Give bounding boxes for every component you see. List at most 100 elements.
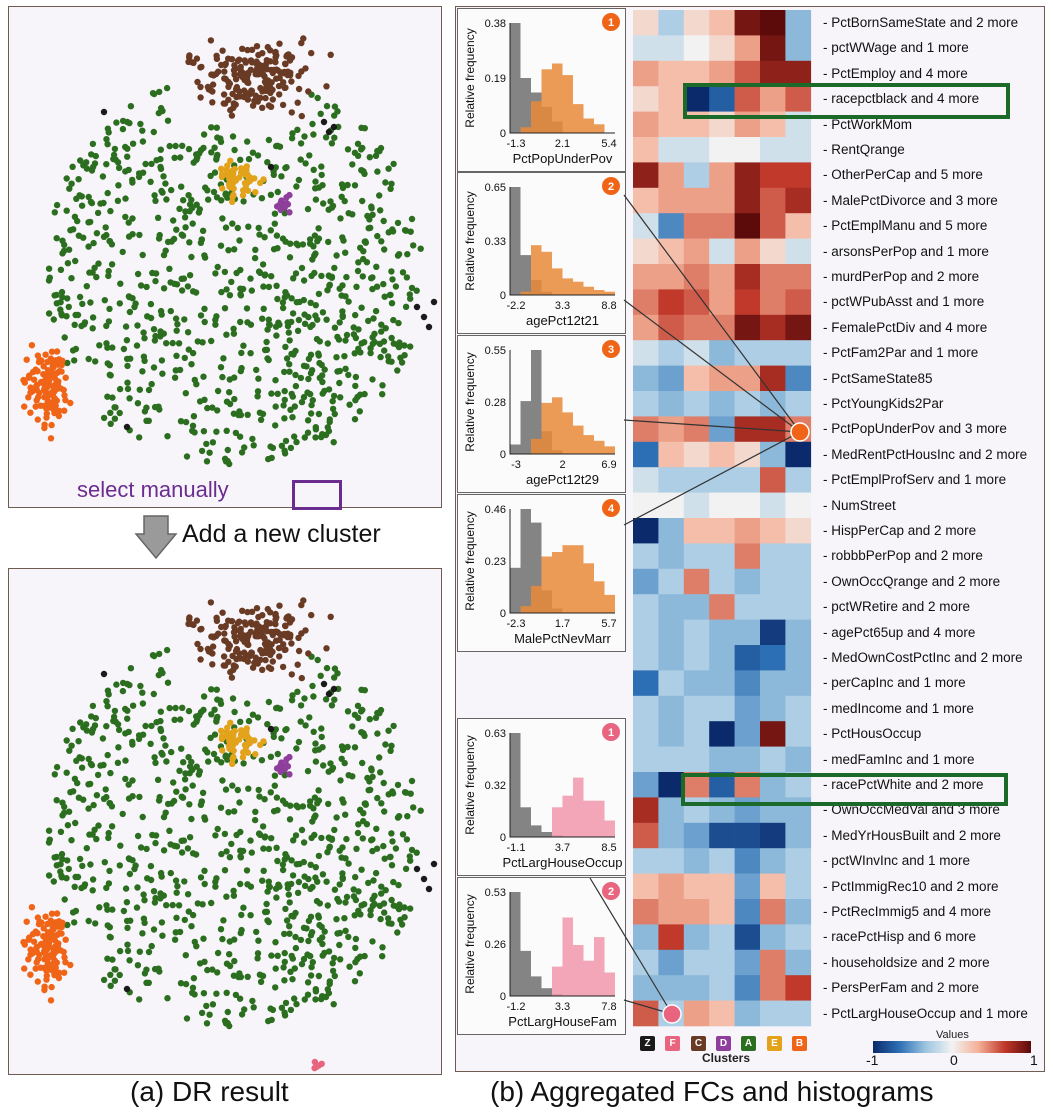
heatmap-cell[interactable]: [658, 899, 685, 925]
heatmap-cell[interactable]: [658, 873, 685, 900]
heatmap-cell[interactable]: [633, 746, 659, 773]
heatmap-cell[interactable]: [633, 543, 659, 570]
heatmap-cell[interactable]: [658, 721, 685, 747]
heatmap-cell[interactable]: [785, 137, 812, 163]
heatmap-row-label[interactable]: PctWorkMom: [823, 115, 912, 134]
heatmap-cell[interactable]: [633, 10, 659, 36]
heatmap-cell[interactable]: [734, 721, 761, 747]
heatmap-cell[interactable]: [760, 594, 786, 620]
heatmap-cell[interactable]: [658, 137, 685, 163]
heatmap-cell[interactable]: [709, 721, 735, 747]
heatmap-cell[interactable]: [633, 187, 659, 214]
heatmap-cell[interactable]: [760, 467, 786, 493]
heatmap-cell[interactable]: [658, 213, 685, 239]
heatmap-cell[interactable]: [633, 314, 659, 341]
histogram-agePct12t29[interactable]: 0.55 0.28 0 -3 2 6.9 agePct12t29 Relative frequ…: [457, 335, 626, 493]
heatmap-cell[interactable]: [683, 619, 710, 646]
heatmap-cell[interactable]: [785, 314, 812, 341]
heatmap-cell[interactable]: [683, 670, 710, 697]
heatmap-cell[interactable]: [760, 797, 786, 824]
heatmap-cell[interactable]: [785, 416, 812, 443]
heatmap-cell[interactable]: [709, 619, 735, 646]
heatmap-cell[interactable]: [658, 314, 685, 341]
heatmap-cell[interactable]: [709, 670, 735, 697]
heatmap-cell[interactable]: [633, 264, 659, 290]
heatmap-cell[interactable]: [683, 391, 710, 417]
heatmap-cell[interactable]: [709, 594, 735, 620]
heatmap-cell[interactable]: [709, 213, 735, 239]
heatmap-cell[interactable]: [709, 899, 735, 925]
heatmap-row-label[interactable]: PctEmploy and 4 more: [823, 64, 968, 83]
heatmap-row-label[interactable]: PersPerFam and 2 more: [823, 978, 979, 997]
heatmap-cell[interactable]: [734, 543, 761, 570]
heatmap-cell[interactable]: [658, 86, 685, 112]
heatmap-cell[interactable]: [633, 441, 659, 468]
heatmap-cell[interactable]: [658, 238, 685, 265]
heatmap-cell[interactable]: [709, 695, 735, 722]
heatmap-cell[interactable]: [785, 746, 812, 773]
heatmap-cell[interactable]: [658, 416, 685, 443]
heatmap-cell[interactable]: [785, 975, 812, 1001]
heatmap-cell[interactable]: [658, 645, 685, 671]
heatmap-cell[interactable]: [734, 822, 761, 849]
heatmap-row-label[interactable]: MedOwnCostPctInc and 2 more: [823, 648, 1022, 667]
heatmap-cell[interactable]: [734, 238, 761, 265]
heatmap-cell[interactable]: [760, 238, 786, 265]
heatmap-cell[interactable]: [785, 289, 812, 316]
heatmap-cell[interactable]: [683, 543, 710, 570]
heatmap-cell[interactable]: [633, 289, 659, 316]
heatmap-cell[interactable]: [785, 264, 812, 290]
heatmap-cell[interactable]: [785, 187, 812, 214]
heatmap-row-label[interactable]: PctBornSameState and 2 more: [823, 13, 1018, 32]
heatmap-cell[interactable]: [785, 86, 812, 112]
heatmap-cell[interactable]: [658, 111, 685, 138]
heatmap-cell[interactable]: [683, 441, 710, 468]
heatmap-cell[interactable]: [658, 289, 685, 316]
heatmap-cell[interactable]: [633, 111, 659, 138]
heatmap-cell[interactable]: [785, 441, 812, 468]
heatmap-cell[interactable]: [633, 873, 659, 900]
heatmap-cell[interactable]: [709, 391, 735, 417]
heatmap-cell[interactable]: [760, 137, 786, 163]
heatmap-cell[interactable]: [633, 238, 659, 265]
heatmap-row-label[interactable]: PctEmplManu and 5 more: [823, 216, 987, 235]
heatmap-cell[interactable]: [785, 619, 812, 646]
heatmap-cell[interactable]: [683, 289, 710, 316]
heatmap-cell[interactable]: [658, 848, 685, 874]
heatmap-row-label[interactable]: MalePctDivorce and 3 more: [823, 191, 998, 210]
heatmap-cell[interactable]: [785, 924, 812, 951]
heatmap-cell[interactable]: [683, 162, 710, 189]
heatmap-row-label[interactable]: PctPopUnderPov and 3 more: [823, 419, 1007, 438]
heatmap-cell[interactable]: [658, 1000, 685, 1027]
heatmap-cell[interactable]: [658, 187, 685, 214]
heatmap-cell[interactable]: [633, 594, 659, 620]
heatmap-cell[interactable]: [683, 975, 710, 1001]
manual-selection-box[interactable]: [292, 480, 342, 510]
heatmap-cell[interactable]: [785, 873, 812, 900]
heatmap-cell[interactable]: [683, 467, 710, 493]
heatmap-cell[interactable]: [785, 1000, 812, 1027]
heatmap-row-label[interactable]: PctSameState85: [823, 369, 932, 388]
heatmap-cell[interactable]: [683, 848, 710, 874]
heatmap-cell[interactable]: [709, 416, 735, 443]
heatmap-cell[interactable]: [683, 568, 710, 595]
heatmap-cell[interactable]: [785, 238, 812, 265]
cluster-badge-b[interactable]: B: [792, 1036, 807, 1051]
heatmap-cell[interactable]: [760, 746, 786, 773]
heatmap-cell[interactable]: [633, 162, 659, 189]
heatmap-cell[interactable]: [734, 60, 761, 87]
heatmap-cell[interactable]: [760, 518, 786, 544]
heatmap-cell[interactable]: [785, 899, 812, 925]
heatmap-cell[interactable]: [734, 518, 761, 544]
heatmap-row-label[interactable]: MedYrHousBuilt and 2 more: [823, 826, 1001, 845]
heatmap-cell[interactable]: [785, 695, 812, 722]
heatmap-cell[interactable]: [785, 848, 812, 874]
cluster-badge-a[interactable]: A: [741, 1036, 756, 1051]
heatmap-cell[interactable]: [658, 60, 685, 87]
heatmap-cell[interactable]: [709, 975, 735, 1001]
heatmap-cell[interactable]: [734, 213, 761, 239]
heatmap-cell[interactable]: [658, 797, 685, 824]
heatmap-cell[interactable]: [633, 924, 659, 951]
heatmap-cell[interactable]: [633, 695, 659, 722]
heatmap-cell[interactable]: [683, 86, 710, 112]
